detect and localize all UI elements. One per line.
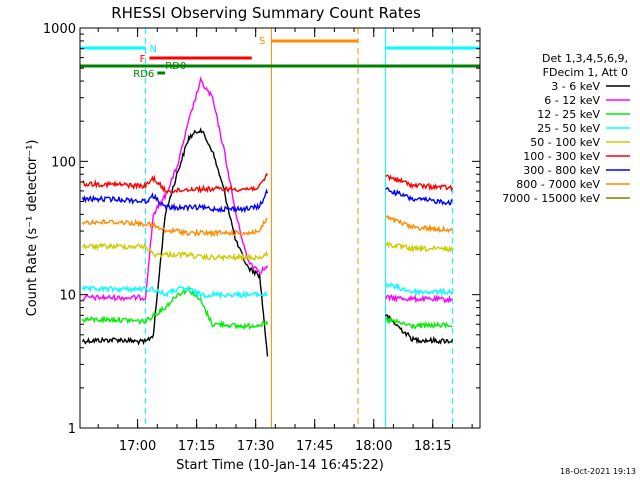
legend-header-line: FDecim 1, Att 0 — [543, 66, 628, 79]
flag-label-rd6: RD6 — [133, 69, 154, 80]
x-tick-label: 17:00 — [119, 439, 156, 454]
chart-title: RHESSI Observing Summary Count Rates — [111, 4, 421, 22]
legend-entry-label: 800 - 7000 keV — [516, 178, 600, 191]
y-tick-label: 100 — [51, 155, 76, 170]
y-axis-label: Count Rate (s⁻¹ detector⁻¹) — [25, 140, 40, 317]
series-line-2-1 — [385, 316, 453, 330]
series-line-6-0 — [81, 188, 269, 214]
footer-timestamp: 18-Oct-2021 19:13 — [560, 467, 636, 476]
x-tick-label: 18:00 — [355, 439, 392, 454]
series-line-5-0 — [82, 172, 269, 194]
series-line-4-0 — [81, 241, 269, 263]
x-tick-label: 17:15 — [178, 439, 215, 454]
y-tick-label: 1000 — [43, 22, 76, 37]
x-axis-label: Start Time (10-Jan-14 16:45:22) — [176, 458, 384, 473]
legend-entry-label: 3 - 6 keV — [551, 80, 600, 93]
x-tick-label: 18:15 — [414, 439, 451, 454]
series-line-1-0 — [82, 76, 269, 302]
legend-entry-label: 6 - 12 keV — [544, 94, 600, 107]
flag-label-s: S — [259, 36, 265, 47]
plot-frame — [79, 27, 481, 429]
flag-label-n: N — [149, 44, 156, 55]
legend-entry-label: 50 - 100 keV — [530, 136, 600, 149]
x-tick-label: 17:45 — [296, 439, 333, 454]
legend-entry-label: 25 - 50 keV — [537, 122, 600, 135]
y-tick-label: 1 — [68, 422, 76, 437]
series-line-4-1 — [384, 241, 454, 254]
series-line-2-0 — [81, 285, 269, 331]
legend-header-line: Det 1,3,4,5,6,9, — [542, 52, 628, 65]
flag-label-f: F — [140, 54, 146, 65]
series-line-6-1 — [385, 186, 453, 206]
plot-area: NF RD0 RD6 S — [79, 28, 480, 428]
legend-entry-label: 7000 - 15000 keV — [502, 192, 600, 205]
series-line-7-0 — [81, 217, 268, 238]
series-line-1-1 — [384, 293, 453, 304]
legend: Det 1,3,4,5,6,9,FDecim 1, Att 03 - 6 keV… — [502, 52, 630, 205]
legend-entry-label: 100 - 300 keV — [523, 150, 600, 163]
series-line-0-1 — [384, 314, 454, 345]
flag-label-rd0: RD0 — [165, 61, 186, 72]
series-line-0-0 — [81, 127, 269, 357]
y-tick-label: 10 — [59, 289, 76, 304]
legend-entry-label: 12 - 25 keV — [537, 108, 600, 121]
series-line-7-1 — [385, 214, 453, 234]
series-line-3-0 — [81, 284, 268, 300]
x-tick-label: 17:30 — [237, 439, 274, 454]
legend-entry-label: 300 - 800 keV — [523, 164, 600, 177]
axes: 1 10 100 1000 17:00 17:15 17:30 17:45 18:00 18:15 — [43, 22, 480, 454]
series-line-5-1 — [385, 174, 454, 193]
series-line-3-1 — [385, 282, 454, 297]
